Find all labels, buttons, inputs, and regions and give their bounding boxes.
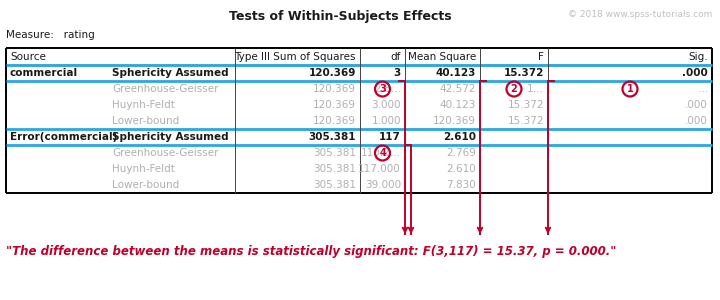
Text: .000: .000 bbox=[685, 100, 708, 110]
Text: 305.381: 305.381 bbox=[313, 180, 356, 190]
Text: 305.381: 305.381 bbox=[313, 148, 356, 158]
Text: Error(commercial): Error(commercial) bbox=[10, 132, 117, 142]
Text: Mean Square: Mean Square bbox=[408, 52, 476, 61]
Text: 120.369: 120.369 bbox=[313, 116, 356, 126]
Text: …: … bbox=[698, 84, 708, 94]
Text: Greenhouse-Geisser: Greenhouse-Geisser bbox=[112, 84, 218, 94]
Text: 117.000: 117.000 bbox=[359, 164, 401, 174]
Text: 120.369: 120.369 bbox=[433, 116, 476, 126]
Text: 305.381: 305.381 bbox=[308, 132, 356, 142]
Text: Type III Sum of Squares: Type III Sum of Squares bbox=[235, 52, 356, 61]
Text: Sig.: Sig. bbox=[688, 52, 708, 61]
Text: Measure:   rating: Measure: rating bbox=[6, 30, 95, 40]
Text: df: df bbox=[391, 52, 401, 61]
Text: Huynh-Feldt: Huynh-Feldt bbox=[112, 164, 175, 174]
Text: 1…: 1… bbox=[527, 84, 544, 94]
Text: 2.610: 2.610 bbox=[446, 164, 476, 174]
Text: 120.369: 120.369 bbox=[313, 84, 356, 94]
Text: 3: 3 bbox=[394, 68, 401, 78]
Text: © 2018 www.spss-tutorials.com: © 2018 www.spss-tutorials.com bbox=[567, 10, 712, 19]
Text: 3: 3 bbox=[379, 84, 386, 94]
Text: 1.000: 1.000 bbox=[372, 116, 401, 126]
Text: "The difference between the means is statistically significant: F(3,117) = 15.37: "The difference between the means is sta… bbox=[6, 245, 616, 259]
Text: Greenhouse-Geisser: Greenhouse-Geisser bbox=[112, 148, 218, 158]
Text: 110.2…: 110.2… bbox=[361, 148, 401, 158]
Text: 7.830: 7.830 bbox=[446, 180, 476, 190]
Text: 2.8…: 2.8… bbox=[374, 84, 401, 94]
Text: Sphericity Assumed: Sphericity Assumed bbox=[112, 132, 229, 142]
Text: 2: 2 bbox=[510, 84, 518, 94]
Text: 15.372: 15.372 bbox=[503, 68, 544, 78]
Text: Lower-bound: Lower-bound bbox=[112, 180, 179, 190]
Text: 120.369: 120.369 bbox=[309, 68, 356, 78]
Text: 3.000: 3.000 bbox=[372, 100, 401, 110]
Text: 2.769: 2.769 bbox=[446, 148, 476, 158]
Text: 40.123: 40.123 bbox=[436, 68, 476, 78]
Text: 15.372: 15.372 bbox=[508, 100, 544, 110]
Text: 39.000: 39.000 bbox=[365, 180, 401, 190]
Text: .000: .000 bbox=[683, 68, 708, 78]
Text: commercial: commercial bbox=[10, 68, 78, 78]
Text: 42.572: 42.572 bbox=[439, 84, 476, 94]
Text: 4: 4 bbox=[379, 148, 386, 158]
Text: 2.610: 2.610 bbox=[443, 132, 476, 142]
Text: 305.381: 305.381 bbox=[313, 164, 356, 174]
Text: Sphericity Assumed: Sphericity Assumed bbox=[112, 68, 229, 78]
Text: Source: Source bbox=[10, 52, 46, 61]
Text: 117: 117 bbox=[379, 132, 401, 142]
Text: 120.369: 120.369 bbox=[313, 100, 356, 110]
Text: F: F bbox=[538, 52, 544, 61]
Text: .000: .000 bbox=[685, 116, 708, 126]
Text: Tests of Within-Subjects Effects: Tests of Within-Subjects Effects bbox=[229, 10, 451, 23]
Text: Lower-bound: Lower-bound bbox=[112, 116, 179, 126]
Text: Huynh-Feldt: Huynh-Feldt bbox=[112, 100, 175, 110]
Text: 15.372: 15.372 bbox=[508, 116, 544, 126]
Text: 1: 1 bbox=[626, 84, 634, 94]
Text: 40.123: 40.123 bbox=[440, 100, 476, 110]
